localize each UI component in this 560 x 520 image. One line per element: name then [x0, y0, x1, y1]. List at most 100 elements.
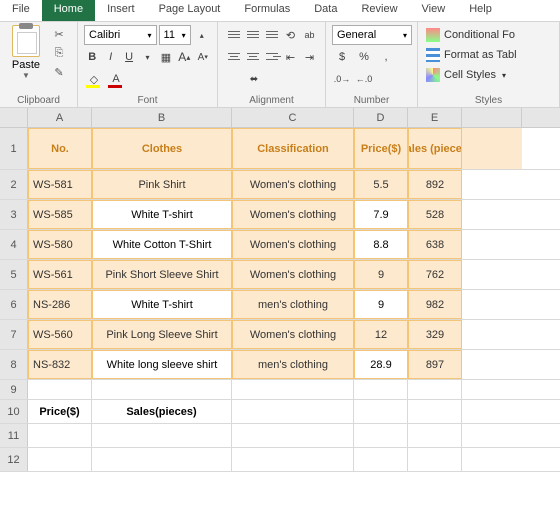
- cell[interactable]: [354, 380, 408, 399]
- align-bottom-button[interactable]: [262, 25, 281, 43]
- col-header-B[interactable]: B: [92, 108, 232, 127]
- cell[interactable]: men's clothing: [232, 290, 354, 319]
- cell[interactable]: 897: [408, 350, 462, 379]
- cell[interactable]: [408, 424, 462, 447]
- merge-button[interactable]: ⬌: [224, 69, 284, 89]
- increase-font-icon[interactable]: A▴: [176, 47, 192, 67]
- wrap-text-button[interactable]: ab: [300, 25, 319, 45]
- menu-help[interactable]: Help: [457, 0, 504, 21]
- align-center-button[interactable]: [243, 47, 262, 65]
- menu-file[interactable]: File: [0, 0, 42, 21]
- paste-button[interactable]: Paste ▼: [6, 25, 46, 80]
- cell[interactable]: White long sleeve shirt: [92, 350, 232, 379]
- cell[interactable]: [462, 400, 522, 423]
- cell[interactable]: WS-561: [28, 260, 92, 289]
- underline-button[interactable]: U: [121, 47, 137, 67]
- bold-button[interactable]: B: [84, 47, 100, 67]
- cell[interactable]: Pink Long Sleeve Shirt: [92, 320, 232, 349]
- cell[interactable]: 7.9: [354, 200, 408, 229]
- cell[interactable]: [354, 448, 408, 471]
- cell[interactable]: [462, 290, 522, 319]
- align-right-button[interactable]: [262, 47, 281, 65]
- cell[interactable]: Pink Shirt: [92, 170, 232, 199]
- cell[interactable]: men's clothing: [232, 350, 354, 379]
- menu-view[interactable]: View: [410, 0, 458, 21]
- cell[interactable]: WS-581: [28, 170, 92, 199]
- cell[interactable]: 982: [408, 290, 462, 319]
- cell[interactable]: [462, 380, 522, 399]
- menu-home[interactable]: Home: [42, 0, 95, 21]
- row-header-2[interactable]: 2: [0, 170, 28, 199]
- font-name-combo[interactable]: Calibri▾: [84, 25, 157, 45]
- cell[interactable]: [462, 200, 522, 229]
- cell[interactable]: [462, 128, 522, 169]
- font-size-combo[interactable]: 11▾: [159, 25, 191, 45]
- cell[interactable]: [92, 380, 232, 399]
- row-header-3[interactable]: 3: [0, 200, 28, 229]
- cell[interactable]: 5.5: [354, 170, 408, 199]
- cell[interactable]: 9: [354, 260, 408, 289]
- row-header-8[interactable]: 8: [0, 350, 28, 379]
- cell[interactable]: [232, 448, 354, 471]
- border-button[interactable]: ▦: [158, 47, 174, 67]
- cell[interactable]: [462, 260, 522, 289]
- cell[interactable]: [408, 380, 462, 399]
- decrease-font-icon[interactable]: A▾: [195, 47, 211, 67]
- cut-button[interactable]: ✂: [48, 25, 70, 43]
- cell[interactable]: [28, 424, 92, 447]
- format-painter-button[interactable]: ✎: [48, 63, 70, 81]
- cell[interactable]: [92, 448, 232, 471]
- row-header-9[interactable]: 9: [0, 380, 28, 399]
- menu-formulas[interactable]: Formulas: [232, 0, 302, 21]
- conditional-formatting-button[interactable]: Conditional Fo: [424, 25, 553, 45]
- cell[interactable]: [232, 424, 354, 447]
- cell[interactable]: 9: [354, 290, 408, 319]
- select-all-corner[interactable]: [0, 108, 28, 127]
- cell[interactable]: No.: [28, 128, 92, 169]
- grow-font-button[interactable]: ▴: [193, 25, 211, 45]
- cell[interactable]: White Cotton T-Shirt: [92, 230, 232, 259]
- cell[interactable]: Sales(pieces): [92, 400, 232, 423]
- cell[interactable]: [354, 424, 408, 447]
- fill-color-button[interactable]: ◇: [84, 69, 104, 89]
- cell[interactable]: 892: [408, 170, 462, 199]
- cell[interactable]: [462, 448, 522, 471]
- cell[interactable]: NS-286: [28, 290, 92, 319]
- cell[interactable]: [408, 400, 462, 423]
- col-header[interactable]: [462, 108, 522, 127]
- decrease-decimal-button[interactable]: ←.0: [354, 69, 374, 89]
- cell[interactable]: [232, 400, 354, 423]
- cell[interactable]: [28, 448, 92, 471]
- cell[interactable]: 528: [408, 200, 462, 229]
- menu-page-layout[interactable]: Page Layout: [147, 0, 233, 21]
- cell[interactable]: [232, 380, 354, 399]
- cell[interactable]: 638: [408, 230, 462, 259]
- menu-insert[interactable]: Insert: [95, 0, 147, 21]
- cell[interactable]: WS-580: [28, 230, 92, 259]
- cell[interactable]: Women's clothing: [232, 260, 354, 289]
- col-header-A[interactable]: A: [28, 108, 92, 127]
- cell[interactable]: Sales (pieces): [408, 128, 462, 169]
- menu-review[interactable]: Review: [349, 0, 409, 21]
- cell[interactable]: Women's clothing: [232, 170, 354, 199]
- cell[interactable]: 762: [408, 260, 462, 289]
- cell[interactable]: Pink Short Sleeve Shirt: [92, 260, 232, 289]
- align-left-button[interactable]: [224, 47, 243, 65]
- cell[interactable]: Clothes: [92, 128, 232, 169]
- col-header-E[interactable]: E: [408, 108, 462, 127]
- cell[interactable]: [462, 424, 522, 447]
- cell[interactable]: Women's clothing: [232, 320, 354, 349]
- cell[interactable]: NS-832: [28, 350, 92, 379]
- cell[interactable]: Price($): [28, 400, 92, 423]
- currency-button[interactable]: $: [332, 47, 352, 67]
- cell[interactable]: 28.9: [354, 350, 408, 379]
- col-header-D[interactable]: D: [354, 108, 408, 127]
- cell[interactable]: [408, 448, 462, 471]
- cell[interactable]: White T-shirt: [92, 200, 232, 229]
- cell[interactable]: 12: [354, 320, 408, 349]
- cell[interactable]: [92, 424, 232, 447]
- cell[interactable]: Classification: [232, 128, 354, 169]
- col-header-C[interactable]: C: [232, 108, 354, 127]
- cell[interactable]: [462, 320, 522, 349]
- increase-indent-button[interactable]: ⇥: [300, 47, 319, 67]
